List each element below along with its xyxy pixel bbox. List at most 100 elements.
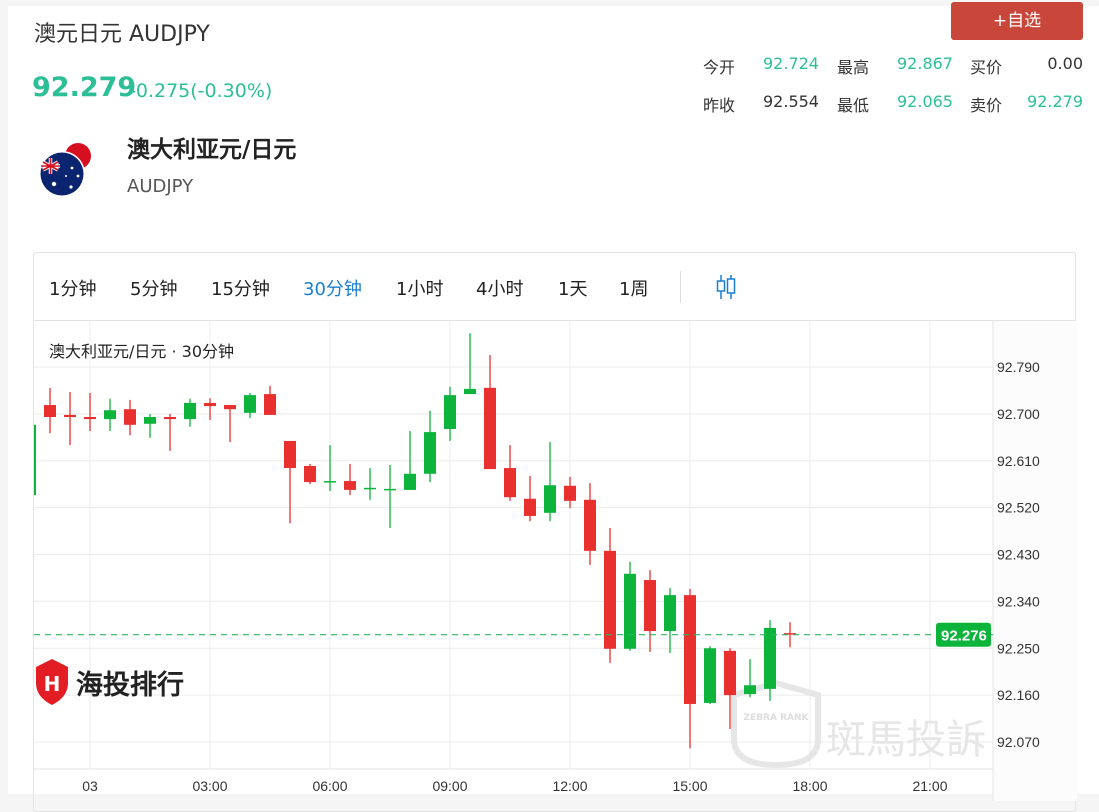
candle-body xyxy=(144,417,156,424)
candle-body xyxy=(184,402,196,420)
current-price-label: 92.276 xyxy=(941,628,987,645)
add-watchlist-button[interactable]: +自选 xyxy=(951,2,1083,40)
chart-legend-title: 澳大利亚元/日元 · 30分钟 xyxy=(49,342,234,361)
candle-body xyxy=(584,499,596,551)
candle xyxy=(304,463,316,485)
candle-body xyxy=(544,485,556,513)
candle-body xyxy=(484,387,496,470)
y-tick-label: 92.250 xyxy=(997,640,1040,656)
candle xyxy=(424,410,436,483)
interval-1w[interactable]: 1周 xyxy=(619,279,649,300)
haitou-watermark: H xyxy=(36,659,68,705)
current-price-badge xyxy=(936,622,991,647)
candle-body xyxy=(104,410,116,420)
stat-value: 92.279 xyxy=(1027,92,1083,111)
candle xyxy=(384,464,396,528)
interval-toolbar: 1分钟 5分钟 15分钟 30分钟 1小时 4小时 1天 1周 xyxy=(34,253,1075,321)
candle-body xyxy=(64,414,76,417)
candle xyxy=(784,622,796,648)
interval-4h[interactable]: 4小时 xyxy=(476,279,524,300)
candle xyxy=(584,483,596,565)
australia-japan-flag-icon xyxy=(39,143,91,197)
candle xyxy=(624,561,636,651)
zebra-watermark-text: 斑馬投訴 xyxy=(826,717,986,763)
interval-30m[interactable]: 30分钟 xyxy=(303,279,362,300)
candle xyxy=(344,463,356,496)
candle-body xyxy=(224,405,236,410)
candle-body xyxy=(34,424,36,496)
y-tick-label: 92.610 xyxy=(997,453,1040,469)
candle-body xyxy=(464,388,476,395)
candlestick-chart[interactable]: 92.790 92.700 92.610 92.520 92.430 92.340 92.2… xyxy=(34,253,1077,801)
zebra-badge-text: ZEBRA RANK xyxy=(744,713,810,723)
interval-1m[interactable]: 1分钟 xyxy=(49,279,97,300)
stat-label: 最高 xyxy=(837,58,870,77)
x-tick-label: 09:00 xyxy=(432,778,467,794)
candle xyxy=(64,392,76,446)
x-tick-label: 03:00 xyxy=(192,778,227,794)
instrument-code: AUDJPY xyxy=(127,176,194,197)
stat-value: 0.00 xyxy=(1047,54,1083,73)
candle xyxy=(524,475,536,522)
candlestick-icon[interactable] xyxy=(714,273,738,301)
candle xyxy=(44,387,56,434)
candle-body xyxy=(244,395,256,413)
candle xyxy=(34,424,36,496)
candle-body xyxy=(784,633,796,635)
candle-body xyxy=(204,402,216,407)
stat-label: 昨收 xyxy=(703,96,736,115)
candle xyxy=(224,405,236,442)
stat-value: 92.867 xyxy=(897,54,953,73)
price-change: -0.275(-0.30%) xyxy=(129,80,273,102)
page: 澳元日元 AUDJPY 92.279 -0.275(-0.30%) +自选 今开… xyxy=(8,2,1099,812)
candle-body xyxy=(384,488,396,491)
candle-body xyxy=(604,550,616,649)
candle-body xyxy=(404,473,416,490)
x-tick-label: 03 xyxy=(82,778,98,794)
candle-body xyxy=(264,394,276,415)
candle xyxy=(84,393,96,432)
stat-value: 92.554 xyxy=(763,92,819,111)
y-tick-label: 92.430 xyxy=(997,547,1040,563)
toolbar-divider xyxy=(680,271,681,303)
candle-body xyxy=(684,595,696,704)
candle-body xyxy=(364,487,376,490)
candle xyxy=(764,620,776,701)
candle xyxy=(744,659,756,698)
candle-body xyxy=(764,627,776,689)
candle xyxy=(704,646,716,704)
interval-1h[interactable]: 1小时 xyxy=(396,279,444,300)
candle xyxy=(724,648,736,729)
candle-body xyxy=(84,417,96,420)
instrument-name: 澳大利亚元/日元 xyxy=(127,137,297,163)
x-tick-label: 15:00 xyxy=(672,778,707,794)
candle xyxy=(664,587,676,653)
candle-body xyxy=(564,485,576,501)
candle xyxy=(504,445,516,501)
candle xyxy=(104,398,116,432)
interval-1d[interactable]: 1天 xyxy=(558,279,588,300)
interval-5m[interactable]: 5分钟 xyxy=(130,279,178,300)
candle xyxy=(404,431,416,490)
interval-15m[interactable]: 15分钟 xyxy=(211,279,270,300)
candle-body xyxy=(324,481,336,483)
y-tick-label: 92.520 xyxy=(997,500,1040,516)
stat-label: 今开 xyxy=(703,58,736,77)
price-axis xyxy=(993,321,1077,801)
x-tick-label: 18:00 xyxy=(792,778,827,794)
y-tick-label: 92.700 xyxy=(997,406,1040,422)
stat-value: 92.724 xyxy=(763,54,819,73)
candle xyxy=(484,355,496,470)
candle xyxy=(604,527,616,663)
candle xyxy=(464,333,476,395)
x-tick-label: 06:00 xyxy=(312,778,347,794)
haitou-watermark-text: 海投排行 xyxy=(76,669,184,701)
candle xyxy=(684,588,696,749)
y-tick-label: 92.340 xyxy=(997,593,1040,609)
candle-body xyxy=(424,432,436,474)
stat-label: 买价 xyxy=(970,58,1003,77)
stat-label: 卖价 xyxy=(970,96,1003,115)
candle-body xyxy=(444,395,456,429)
candle xyxy=(244,393,256,419)
stat-label: 最低 xyxy=(837,96,870,115)
